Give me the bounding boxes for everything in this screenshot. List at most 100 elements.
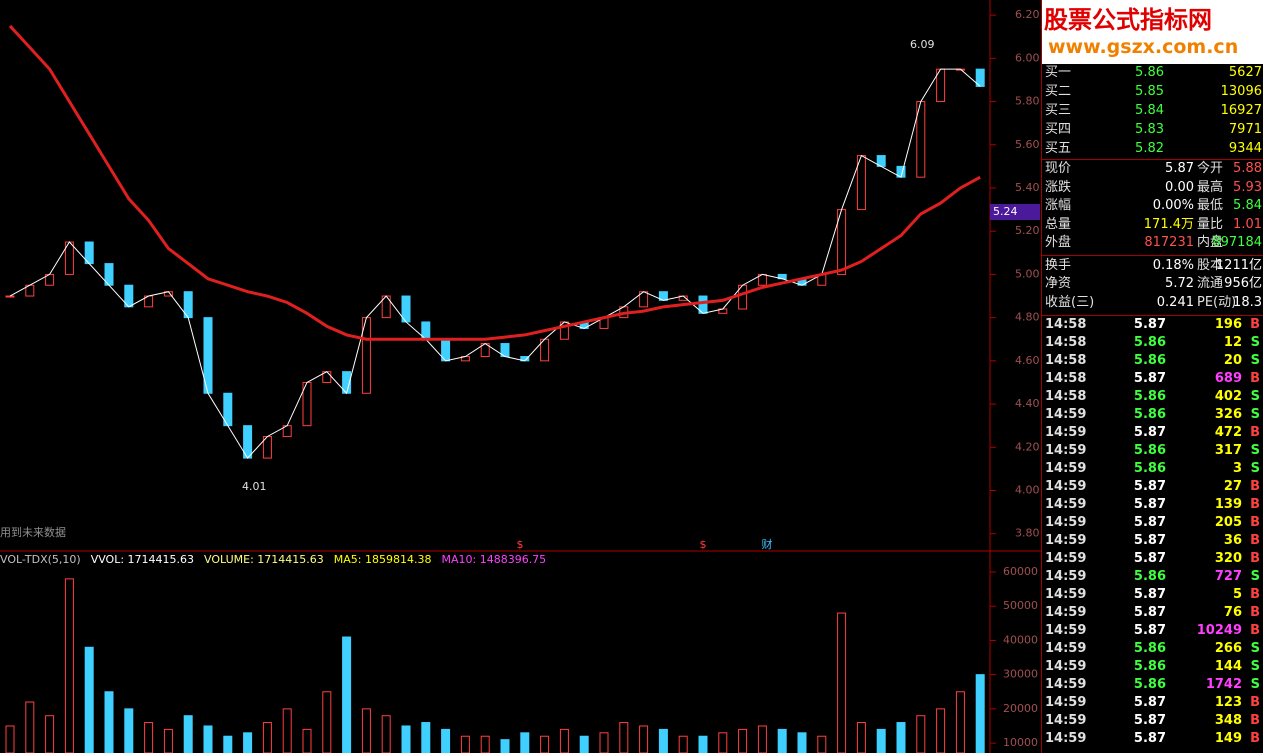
trade-price: 5.87 <box>1133 713 1166 728</box>
trade-volume: 320 <box>1214 551 1242 566</box>
high-label: 6.09 <box>910 38 935 51</box>
trade-time: 14:58 <box>1045 317 1087 332</box>
trade-price: 5.87 <box>1133 317 1166 332</box>
trade-side: B <box>1250 497 1260 512</box>
book-volume: 13096 <box>1220 84 1262 99</box>
trade-time: 14:59 <box>1045 641 1087 656</box>
y-tick-label: 5.80 <box>1015 95 1040 108</box>
volume-header: MA5: 1859814.38 <box>334 553 432 566</box>
ma-line <box>8 24 981 341</box>
trade-price: 5.87 <box>1133 623 1166 638</box>
trade-price: 5.87 <box>1133 731 1166 746</box>
volume-bar <box>104 691 114 753</box>
volume-bar <box>658 728 668 753</box>
trade-volume: 144 <box>1214 659 1242 674</box>
y-tick-label: 4.40 <box>1015 397 1040 410</box>
volume-bar <box>5 725 15 753</box>
volume-bar <box>975 674 985 753</box>
trade-volume: 5 <box>1232 587 1242 602</box>
book-label: 买二 <box>1045 84 1072 99</box>
y-tick-label: 5.40 <box>1015 181 1040 194</box>
trade-volume: 36 <box>1223 533 1242 548</box>
logo-title: 股票公式指标网 <box>1044 6 1212 34</box>
trade-price: 5.86 <box>1133 659 1166 674</box>
trade-time: 14:59 <box>1045 695 1087 710</box>
quote-value: 0.00 <box>1165 179 1194 195</box>
book-price: 5.82 <box>1135 141 1164 156</box>
trade-time: 14:59 <box>1045 587 1087 602</box>
trade-volume: 76 <box>1223 605 1242 620</box>
trade-volume: 205 <box>1214 515 1242 530</box>
background <box>0 0 1041 753</box>
volume-bar <box>183 715 193 753</box>
quote-value: 5.84 <box>1233 198 1262 213</box>
quote-value: 817231 <box>1144 235 1194 250</box>
quote-label: 涨跌 <box>1045 179 1072 195</box>
trade-time: 14:59 <box>1045 407 1087 422</box>
volume-bar <box>757 725 767 753</box>
volume-bar <box>401 725 411 753</box>
trade-side: B <box>1250 605 1260 620</box>
quote-value: 5.93 <box>1233 179 1262 195</box>
volume-bar <box>698 735 708 753</box>
quote-value: 0.241 <box>1156 294 1194 310</box>
trade-time: 14:59 <box>1045 569 1087 584</box>
quote-label: 总量 <box>1045 216 1072 232</box>
quote-label: 涨幅 <box>1045 198 1072 213</box>
y-tick-label: 3.80 <box>1015 527 1040 540</box>
quote-label: 内盘 <box>1197 235 1224 250</box>
volume-bar <box>243 732 253 753</box>
y-tick-label: 50000 <box>1003 599 1038 612</box>
trade-side: S <box>1250 389 1260 404</box>
trade-time: 14:59 <box>1045 605 1087 620</box>
trade-time: 14:59 <box>1045 623 1087 638</box>
trade-price: 5.87 <box>1133 479 1166 494</box>
trade-price: 5.87 <box>1133 695 1166 710</box>
trade-side: B <box>1250 515 1260 530</box>
trade-price: 5.86 <box>1133 443 1166 458</box>
trade-side: S <box>1250 569 1260 584</box>
trade-price: 5.87 <box>1133 497 1166 512</box>
quote-value: 171.4万 <box>1143 216 1194 232</box>
y-tick-label: 6.00 <box>1015 51 1040 64</box>
y-tick-label: 4.80 <box>1015 311 1040 324</box>
book-label: 买一 <box>1045 65 1072 80</box>
marker: 财 <box>762 537 773 551</box>
trade-side: B <box>1250 533 1260 548</box>
trade-side: S <box>1250 353 1260 368</box>
trade-price: 5.87 <box>1133 533 1166 548</box>
y-tick-label: 5.60 <box>1015 138 1040 151</box>
marker: $ <box>517 538 524 551</box>
trade-time: 14:58 <box>1045 335 1087 350</box>
quote-label: 股本 <box>1197 257 1224 273</box>
low-label: 4.01 <box>242 480 267 493</box>
quote-label: 换手 <box>1045 257 1072 273</box>
trade-volume: 27 <box>1223 479 1242 494</box>
trade-volume: 1742 <box>1205 677 1242 692</box>
y-tick-label: 4.20 <box>1015 440 1040 453</box>
quote-value: 1211亿 <box>1215 257 1262 273</box>
volume-bar <box>797 732 807 753</box>
quote-panel: 股票公式指标网 www.gszx.com.cn 买一 5.86 5627 买二 5.85… <box>1041 0 1263 753</box>
volume-bar <box>856 722 866 753</box>
trade-side: S <box>1250 659 1260 674</box>
volume-header: VVOL: 1714415.63 <box>91 553 194 566</box>
quote-value: 897184 <box>1212 235 1262 250</box>
logo-url: www.gszx.com.cn <box>1048 36 1239 58</box>
book-volume: 7971 <box>1228 122 1262 137</box>
trade-volume: 689 <box>1214 371 1242 386</box>
trade-volume: 20 <box>1223 353 1242 368</box>
y-tick-label: 20000 <box>1003 702 1038 715</box>
y-tick-label: 6.20 <box>1015 8 1040 21</box>
trade-price: 5.86 <box>1133 335 1166 350</box>
trade-volume: 12 <box>1223 335 1242 350</box>
volume-bar <box>203 725 213 753</box>
volume-bar <box>361 708 371 753</box>
trade-side: B <box>1250 317 1260 332</box>
volume-bar <box>282 708 292 753</box>
trade-volume: 348 <box>1214 713 1242 728</box>
volume-bar <box>421 722 431 753</box>
trade-side: S <box>1250 443 1260 458</box>
quote-value: 5.72 <box>1165 276 1194 291</box>
